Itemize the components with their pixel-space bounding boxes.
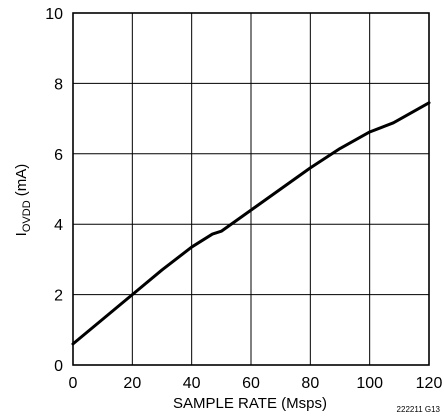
x-tick-label-5: 100 [356, 375, 383, 392]
y-tick-label-2: 4 [54, 217, 63, 234]
y-tick-label-5: 10 [45, 6, 63, 23]
grid [72, 12, 430, 366]
y-axis-label: IOVDD (mA) [13, 164, 33, 237]
x-tick-label-6: 120 [416, 375, 443, 392]
plot-frame [72, 12, 430, 366]
y-axis-label-unit: (mA) [13, 164, 30, 201]
y-axis-label-subscript: OVDD [21, 200, 33, 232]
y-tick-labels: 0 2 4 6 8 10 [45, 6, 63, 375]
x-tick-label-3: 60 [242, 375, 260, 392]
y-tick-label-4: 8 [54, 76, 63, 93]
y-tick-label-1: 2 [54, 288, 63, 305]
x-axis-label: SAMPLE RATE (Msps) [173, 395, 327, 412]
figure-id: 222211 G13 [397, 405, 441, 414]
series-line-0 [71, 101, 431, 346]
y-tick-label-3: 6 [54, 147, 63, 164]
series-layer [71, 101, 431, 346]
x-tick-labels: 0 20 40 60 80 100 120 [69, 375, 443, 392]
x-tick-label-0: 0 [69, 375, 78, 392]
x-tick-label-2: 40 [183, 375, 201, 392]
y-tick-label-0: 0 [54, 358, 63, 375]
y-axis-label-main: I [13, 232, 30, 236]
x-tick-label-4: 80 [301, 375, 319, 392]
x-tick-label-1: 20 [123, 375, 141, 392]
